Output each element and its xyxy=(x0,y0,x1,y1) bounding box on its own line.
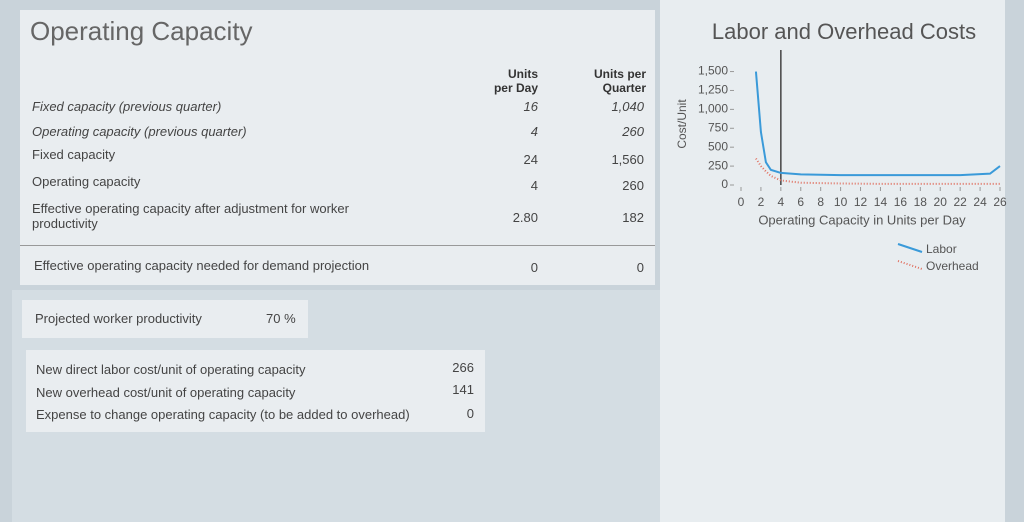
y-tick-label: 1,000 xyxy=(698,102,728,116)
label: Expense to change operating capacity (to… xyxy=(36,407,410,422)
cell: 0 xyxy=(530,260,538,275)
cell: 1,040 xyxy=(611,99,644,114)
label: Projected worker productivity xyxy=(35,311,202,326)
y-axis-label: Cost/Unit xyxy=(675,99,689,149)
row-label: Fixed capacity xyxy=(32,147,116,162)
value[interactable]: 70 % xyxy=(266,311,296,326)
series-line xyxy=(754,71,1001,177)
legend-label: Overhead xyxy=(926,259,979,273)
cell: 260 xyxy=(622,178,644,193)
chart-panel xyxy=(660,0,1005,522)
x-tick-label: 10 xyxy=(834,195,848,209)
cell: 24 xyxy=(523,152,538,167)
x-tick-label: 8 xyxy=(817,195,824,209)
x-tick-label: 22 xyxy=(953,195,967,209)
x-tick-label: 26 xyxy=(993,195,1007,209)
y-tick-label: 750 xyxy=(708,120,728,134)
x-tick-label: 24 xyxy=(973,195,987,209)
cell: 4 xyxy=(530,124,538,139)
x-axis-label: Operating Capacity in Units per Day xyxy=(758,212,966,227)
y-tick-label: 500 xyxy=(708,139,728,153)
cell: 4 xyxy=(530,178,538,193)
x-tick-label: 18 xyxy=(914,195,928,209)
row-label: Operating capacity xyxy=(32,174,141,189)
x-tick-label: 2 xyxy=(758,195,765,209)
cell: 0 xyxy=(636,260,644,275)
x-tick-label: 14 xyxy=(874,195,888,209)
y-tick-label: 1,250 xyxy=(698,83,728,97)
value: 266 xyxy=(452,360,474,375)
cell: 1,560 xyxy=(611,152,644,167)
x-tick-label: 6 xyxy=(797,195,804,209)
row-label: Effective operating capacity needed for … xyxy=(34,258,370,273)
productivity-box: Projected worker productivity 70 % xyxy=(22,300,308,338)
cell: 2.80 xyxy=(512,210,538,225)
y-tick-label: 1,500 xyxy=(698,64,728,78)
label: New direct labor cost/unit of operating … xyxy=(36,362,306,377)
panel-title: Operating Capacity xyxy=(30,16,253,46)
x-tick-label: 0 xyxy=(738,195,745,209)
value: 0 xyxy=(466,406,474,421)
legend-swatch xyxy=(897,243,923,253)
value: 141 xyxy=(452,382,474,397)
cell: 260 xyxy=(622,124,644,139)
y-tick-label: 0 xyxy=(721,177,728,191)
x-tick-label: 20 xyxy=(934,195,948,209)
x-tick-label: 12 xyxy=(854,195,868,209)
costs-box: New direct labor cost/unit of operating … xyxy=(26,350,485,432)
label: New overhead cost/unit of operating capa… xyxy=(36,385,296,400)
chart: Labor and Overhead Costs Cost/Unit Opera… xyxy=(675,19,1007,273)
legend-label: Labor xyxy=(926,242,957,256)
column-header: Units per Day xyxy=(493,67,538,95)
column-header: Units per Quarter xyxy=(593,67,646,95)
chart-title: Labor and Overhead Costs xyxy=(712,19,976,44)
legend-swatch xyxy=(897,260,923,270)
row-label: Fixed capacity (previous quarter) xyxy=(32,99,222,114)
x-tick-label: 16 xyxy=(894,195,908,209)
row-label: Operating capacity (previous quarter) xyxy=(32,124,247,139)
y-tick-label: 250 xyxy=(708,158,728,172)
row-label: Effective operating capacity after adjus… xyxy=(32,201,349,231)
separator xyxy=(20,245,655,246)
cell: 182 xyxy=(622,210,644,225)
series-line xyxy=(755,157,1000,185)
capacity-panel: Operating Capacity Units per Day Units p… xyxy=(20,10,655,285)
cell: 16 xyxy=(523,99,538,114)
x-tick-label: 4 xyxy=(778,195,785,209)
